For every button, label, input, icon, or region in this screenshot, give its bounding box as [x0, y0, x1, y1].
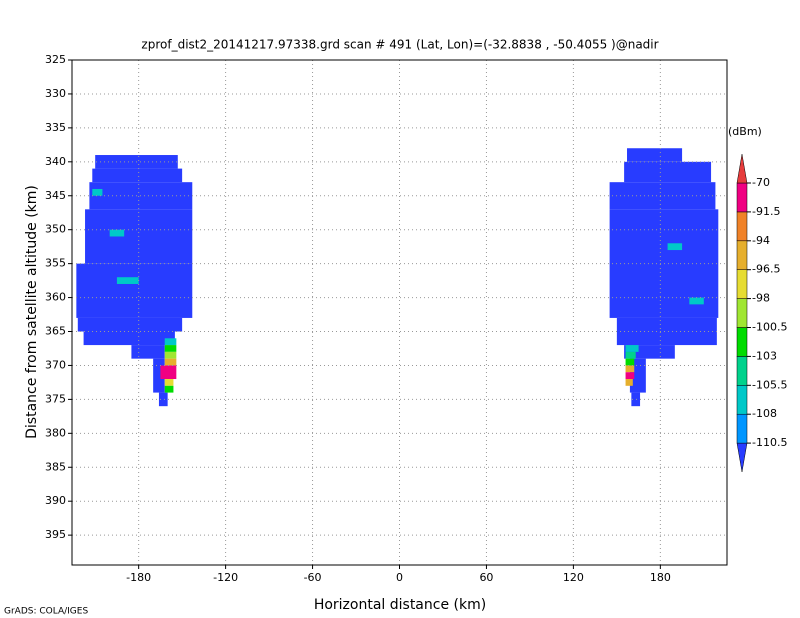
heatmap-cell	[164, 338, 177, 346]
y-tick-label: 355	[45, 257, 66, 270]
heatmap-cell	[164, 351, 177, 359]
x-tick-label: 180	[650, 571, 671, 584]
colorbar-tick-label: -108	[752, 407, 777, 420]
heatmap-cell	[625, 351, 636, 359]
heatmap-cell	[116, 277, 139, 284]
heatmap-cell	[627, 148, 683, 162]
colorbar-segment	[736, 413, 748, 444]
colorbar-tick-label: -100.5	[752, 321, 787, 334]
colorbar-segment	[736, 182, 748, 213]
heatmap-cell	[625, 372, 635, 380]
heatmap-cell	[164, 345, 177, 352]
chart-title: zprof_dist2_20141217.97338.grd scan # 49…	[141, 38, 658, 52]
heatmap-cell	[625, 379, 633, 386]
y-tick-label: 325	[45, 53, 66, 66]
heatmap-cell	[83, 331, 175, 346]
heatmap-cell	[158, 392, 168, 407]
colorbar-label: (dBm)	[728, 125, 762, 138]
heatmap-cell	[164, 385, 174, 393]
colorbar-tick-label: -96.5	[752, 263, 780, 276]
heatmap-cell	[153, 358, 165, 393]
heatmap-cell	[667, 243, 683, 251]
colorbar-segment	[736, 327, 748, 357]
plot-frame	[71, 59, 728, 566]
heatmap-cell	[624, 161, 712, 183]
colorbar-tick-label: -103	[752, 349, 777, 362]
y-axis-label: Distance from satellite altitude (km)	[24, 185, 40, 439]
heatmap-cell	[625, 345, 639, 352]
colorbar-tick-label: -91.5	[752, 205, 780, 218]
heatmap-cell	[76, 263, 193, 318]
x-tick-label: 120	[563, 571, 584, 584]
x-tick-label: 0	[396, 571, 403, 584]
x-tick-label: -180	[126, 571, 151, 584]
y-tick-label: 365	[45, 325, 66, 338]
heatmap-cell	[625, 365, 635, 373]
colorbar-segment	[736, 356, 748, 386]
colorbar-segment	[736, 385, 748, 415]
y-tick-label: 345	[45, 189, 66, 202]
colorbar-segment	[736, 269, 748, 299]
y-tick-label: 330	[45, 87, 66, 100]
heatmap-cell	[164, 358, 177, 366]
heatmap-cell	[131, 345, 165, 359]
colorbar-segment	[736, 211, 748, 242]
y-tick-label: 340	[45, 155, 66, 168]
heatmap-cell	[631, 392, 641, 407]
colorbar-tick-label: -70	[752, 176, 770, 189]
colorbar-tick-label: -94	[752, 234, 770, 247]
heatmap-cell	[109, 229, 125, 237]
x-axis-label: Horizontal distance (km)	[314, 597, 486, 613]
y-tick-label: 385	[45, 460, 66, 473]
y-tick-label: 370	[45, 358, 66, 371]
colorbar-tick-label: -98	[752, 292, 770, 305]
x-tick-label: -60	[304, 571, 322, 584]
footer: GrADS: COLA/IGES	[4, 607, 88, 617]
x-tick-label: -120	[213, 571, 238, 584]
colorbar-arrow	[736, 154, 748, 184]
y-tick-label: 390	[45, 494, 66, 507]
y-tick-label: 360	[45, 291, 66, 304]
heatmap-cell	[689, 297, 704, 305]
x-tick-label: 60	[479, 571, 493, 584]
heatmap-cell	[609, 182, 716, 210]
heatmap-cell	[77, 317, 183, 332]
colorbar-segment	[736, 298, 748, 328]
y-tick-label: 380	[45, 426, 66, 439]
heatmap-cell	[92, 188, 103, 196]
colorbar-tick-label: -110.5	[752, 436, 787, 449]
heatmap-cell	[616, 317, 717, 346]
heatmap-cell	[160, 365, 177, 380]
y-tick-label: 350	[45, 223, 66, 236]
heatmap-cell	[92, 168, 183, 183]
y-tick-label: 335	[45, 121, 66, 134]
y-tick-label: 375	[45, 392, 66, 405]
colorbar-arrow	[736, 442, 748, 473]
colorbar-segment	[736, 240, 748, 270]
y-tick-label: 395	[45, 528, 66, 541]
colorbar-tick-label: -105.5	[752, 378, 787, 391]
heatmap-cell	[625, 358, 635, 366]
heatmap-cell	[164, 379, 174, 386]
